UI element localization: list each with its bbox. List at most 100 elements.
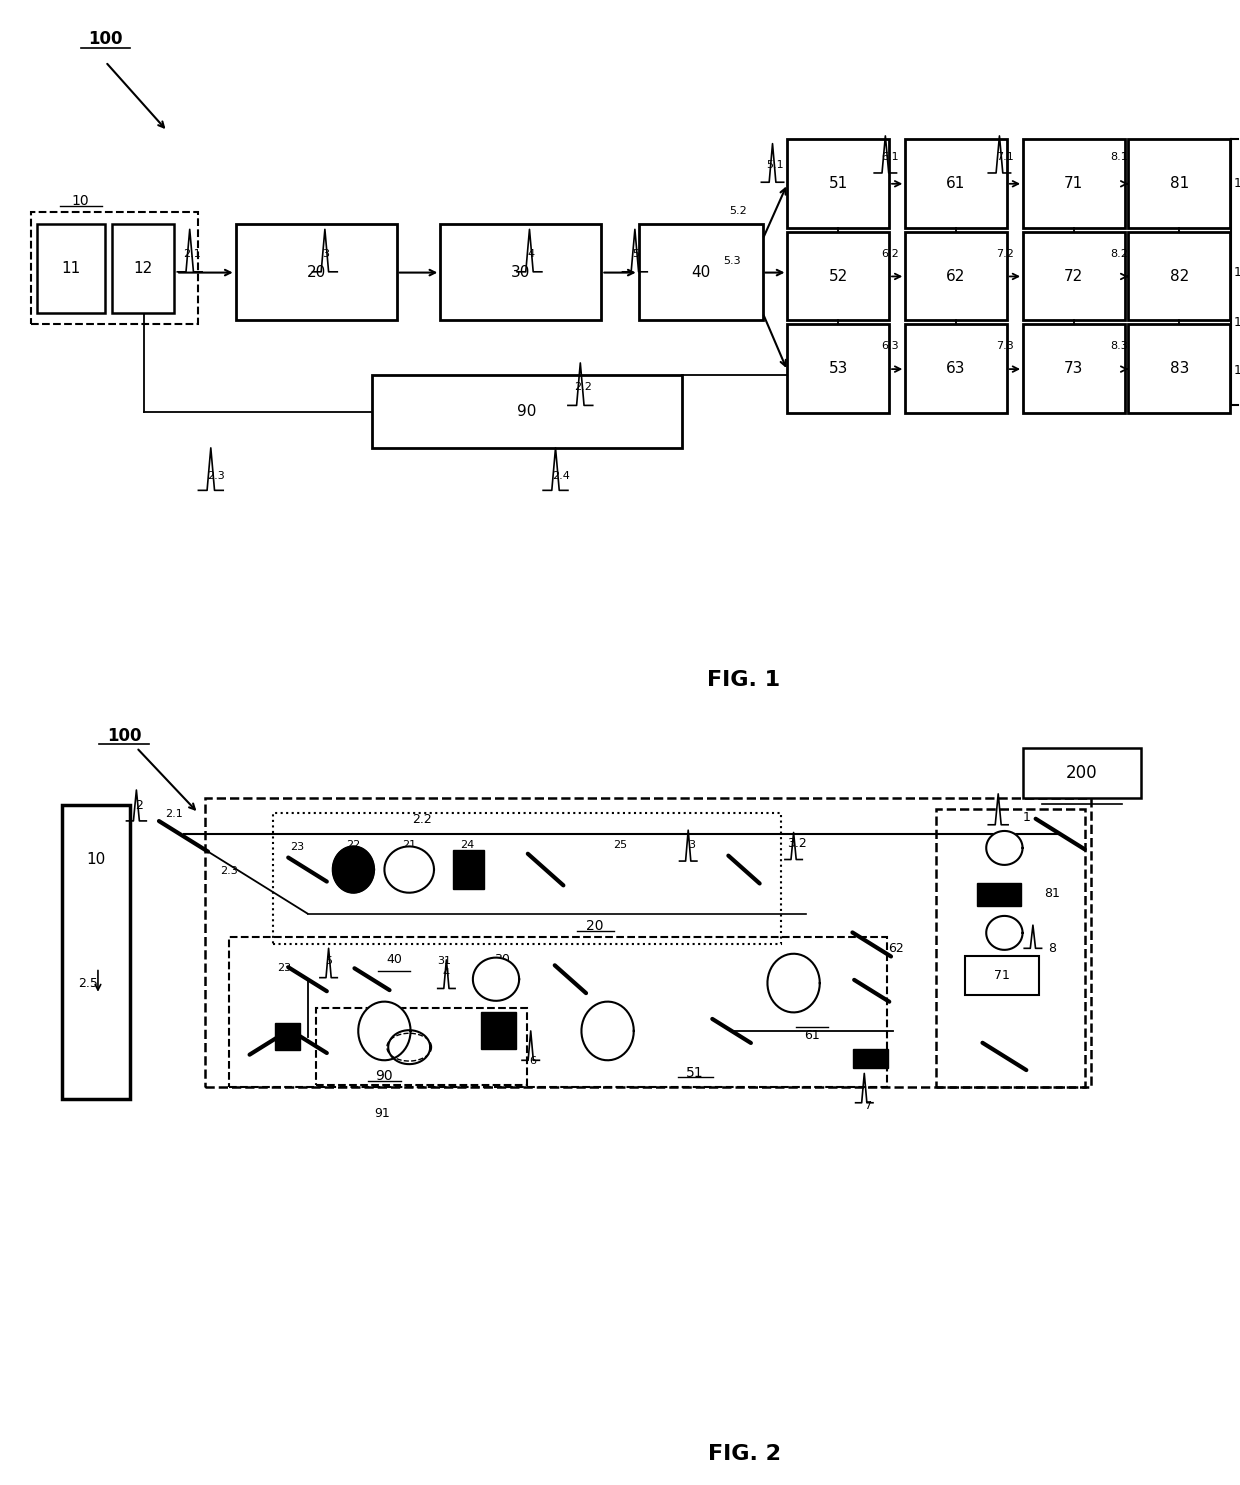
Text: 2.2: 2.2 [412, 814, 432, 826]
Bar [639, 224, 763, 321]
Text: 6: 6 [529, 1056, 537, 1066]
Text: 2.1: 2.1 [184, 248, 201, 258]
Bar [1023, 232, 1125, 321]
Text: 53: 53 [828, 361, 848, 376]
Bar [372, 374, 682, 448]
Text: 8.3: 8.3 [1110, 342, 1127, 352]
Text: 4: 4 [443, 968, 450, 977]
Bar [965, 956, 1039, 995]
Text: 73: 73 [1064, 361, 1084, 376]
Bar [316, 1008, 527, 1086]
Text: 11: 11 [62, 261, 81, 276]
Text: 90: 90 [376, 1069, 393, 1084]
Text: 63: 63 [861, 1048, 875, 1062]
Bar [905, 324, 1007, 413]
Text: 24: 24 [460, 841, 475, 851]
Text: 5: 5 [632, 248, 640, 258]
Bar [453, 851, 484, 890]
Text: 61: 61 [805, 1029, 820, 1042]
Text: 31: 31 [436, 956, 451, 967]
Bar [905, 232, 1007, 321]
Bar [787, 140, 889, 227]
Bar [440, 224, 601, 321]
Bar [229, 937, 887, 1087]
Text: 40: 40 [387, 953, 402, 967]
Bar [1128, 140, 1230, 227]
Text: 100: 100 [107, 728, 141, 745]
Bar [112, 224, 174, 313]
Text: 23: 23 [290, 842, 305, 852]
Text: 7.1: 7.1 [996, 151, 1013, 162]
Text: 71: 71 [994, 968, 1009, 982]
Bar [936, 809, 1085, 1087]
Text: 51: 51 [686, 1066, 703, 1080]
Text: 21: 21 [402, 841, 417, 851]
Text: 2.4: 2.4 [552, 471, 569, 481]
Text: 8: 8 [1048, 941, 1055, 955]
Text: 20: 20 [587, 919, 604, 933]
Text: 20: 20 [306, 264, 326, 279]
Text: 10: 10 [86, 852, 105, 867]
Text: 30: 30 [511, 264, 531, 279]
Text: 1.1: 1.1 [1234, 177, 1240, 190]
Bar [853, 1048, 888, 1068]
Text: 81: 81 [1044, 887, 1060, 900]
Text: 3.2: 3.2 [787, 838, 807, 851]
Text: FIG. 1: FIG. 1 [708, 670, 780, 689]
Polygon shape [384, 846, 434, 892]
Text: 23: 23 [278, 962, 291, 973]
Text: 61: 61 [946, 175, 966, 192]
Text: 90: 90 [517, 404, 537, 419]
Bar [31, 212, 198, 324]
Bar [236, 224, 397, 321]
Bar [1128, 232, 1230, 321]
Text: 5.3: 5.3 [723, 257, 740, 266]
Text: 91: 91 [374, 1106, 389, 1120]
Text: 51: 51 [828, 175, 848, 192]
Polygon shape [472, 958, 520, 1001]
Text: 52: 52 [828, 269, 848, 284]
Text: 10: 10 [72, 193, 89, 208]
Bar [275, 1023, 300, 1050]
Text: 63: 63 [946, 361, 966, 376]
Bar [977, 882, 1021, 906]
Bar [1023, 324, 1125, 413]
Text: 6.1: 6.1 [882, 151, 899, 162]
Text: 4: 4 [527, 248, 534, 258]
Text: 200: 200 [1066, 763, 1097, 781]
Text: 7: 7 [864, 1102, 872, 1111]
Text: 3: 3 [688, 841, 696, 851]
Text: 1: 1 [1234, 315, 1240, 328]
Polygon shape [582, 1001, 634, 1060]
Text: 25: 25 [613, 841, 627, 851]
Text: 1.3: 1.3 [1234, 364, 1240, 377]
Bar [787, 324, 889, 413]
Text: 2.2: 2.2 [574, 382, 591, 392]
Text: 1.2: 1.2 [1234, 266, 1240, 279]
Bar [1023, 140, 1125, 227]
Polygon shape [332, 846, 374, 892]
Text: 62: 62 [888, 941, 904, 955]
Text: 100: 100 [88, 30, 123, 48]
Polygon shape [986, 832, 1023, 864]
Text: 71: 71 [1064, 175, 1084, 192]
Text: 22: 22 [346, 841, 361, 851]
Text: 3: 3 [322, 248, 330, 258]
Text: 2.3: 2.3 [207, 471, 224, 481]
Polygon shape [986, 916, 1023, 950]
Bar [273, 814, 781, 944]
Text: 5.1: 5.1 [766, 160, 784, 169]
Text: 12: 12 [133, 261, 153, 276]
Bar [481, 1011, 516, 1048]
Text: 2.1: 2.1 [165, 809, 182, 820]
Text: 81: 81 [1169, 175, 1189, 192]
Text: 83: 83 [1169, 361, 1189, 376]
Text: 40: 40 [691, 264, 711, 279]
Text: 72: 72 [1064, 269, 1084, 284]
Bar [1023, 747, 1141, 797]
Text: 82: 82 [1169, 269, 1189, 284]
Text: FIG. 2: FIG. 2 [708, 1443, 780, 1464]
Text: 8.1: 8.1 [1110, 151, 1127, 162]
Bar [205, 797, 1091, 1087]
Polygon shape [768, 953, 820, 1013]
